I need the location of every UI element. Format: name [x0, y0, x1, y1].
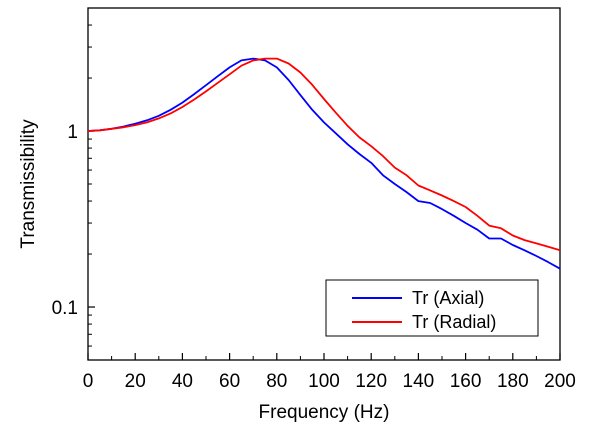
legend-label-radial: Tr (Radial)	[412, 312, 496, 332]
legend-box	[325, 279, 539, 337]
x-tick-label: 40	[172, 371, 193, 392]
y-tick-label: 0.1	[52, 298, 78, 319]
ticks-layer: 0 20 40 60 80 100 120 140 160 180 200 0.1 1	[52, 7, 576, 392]
x-tick-label: 100	[308, 371, 340, 392]
x-tick-label: 0	[83, 371, 94, 392]
x-tick-label: 160	[450, 371, 482, 392]
x-tick-label: 20	[125, 371, 146, 392]
y-tick-label: 1	[67, 122, 78, 143]
x-tick-label: 140	[403, 371, 435, 392]
series-line-axial	[87, 57, 561, 270]
x-tick-label: 200	[544, 371, 576, 392]
x-tick-label: 120	[355, 371, 387, 392]
legend-label-axial: Tr (Axial)	[412, 288, 484, 308]
legend: Tr (Axial) Tr (Radial)	[325, 279, 539, 337]
x-tick-label: 80	[266, 371, 287, 392]
x-tick-label: 60	[219, 371, 240, 392]
y-axis-title: Transmissibility	[18, 119, 39, 249]
series-line-radial	[87, 57, 561, 252]
series-layer	[87, 57, 561, 270]
x-axis-title: Frequency (Hz)	[259, 402, 390, 423]
x-tick-label: 180	[497, 371, 529, 392]
